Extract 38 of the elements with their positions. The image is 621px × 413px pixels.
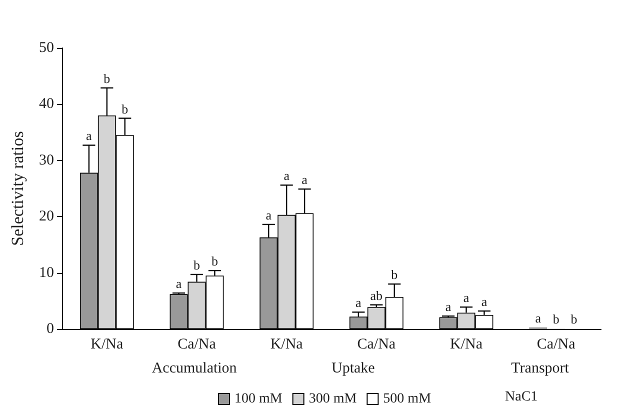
y-tick-label: 50 <box>39 40 54 56</box>
legend-label: 300 mM <box>308 392 358 406</box>
legend-label: 100 mM <box>234 392 283 406</box>
x-tick-label: K/Na <box>90 336 124 352</box>
data-label: a <box>463 290 470 306</box>
data-label: a <box>284 168 290 184</box>
data-label: b <box>552 311 560 326</box>
y-tick-label: 10 <box>39 264 54 281</box>
data-label: a <box>302 172 308 188</box>
data-label: a <box>356 295 362 310</box>
data-label: b <box>122 101 128 116</box>
text: Accumulation <box>152 360 238 376</box>
data-label: a <box>176 276 182 292</box>
data-label: a <box>445 299 452 314</box>
data-label: b <box>104 70 110 86</box>
data-label: b <box>391 267 398 282</box>
data-label: a <box>535 310 542 326</box>
y-tick-label: 40 <box>39 96 54 112</box>
data-label: a <box>86 128 92 144</box>
y-tick-label: 30 <box>39 152 54 168</box>
x-tick-label: Ca/Na <box>357 336 396 352</box>
y-tick-label: 0 <box>46 321 54 337</box>
data-label: b <box>570 311 578 326</box>
data-label: b <box>194 257 200 272</box>
legend-label: 500 mM <box>383 392 432 406</box>
data-label: ab <box>370 288 383 303</box>
data-label: a <box>266 207 272 222</box>
x-tick-label: Ca/Na <box>178 336 216 352</box>
legend-title: NaC1 <box>505 390 538 404</box>
y-axis-title: Selectivity ratios <box>8 131 27 246</box>
data-label: a <box>481 294 488 310</box>
x-tick-label: K/Na <box>450 336 483 352</box>
y-tick-label: 20 <box>39 208 54 225</box>
x-tick-label: Ca/Na <box>536 336 576 352</box>
text: Transport <box>511 360 570 376</box>
x-tick-label: K/Na <box>270 336 304 352</box>
text: Uptake <box>331 360 376 376</box>
data-label: b <box>211 254 218 269</box>
